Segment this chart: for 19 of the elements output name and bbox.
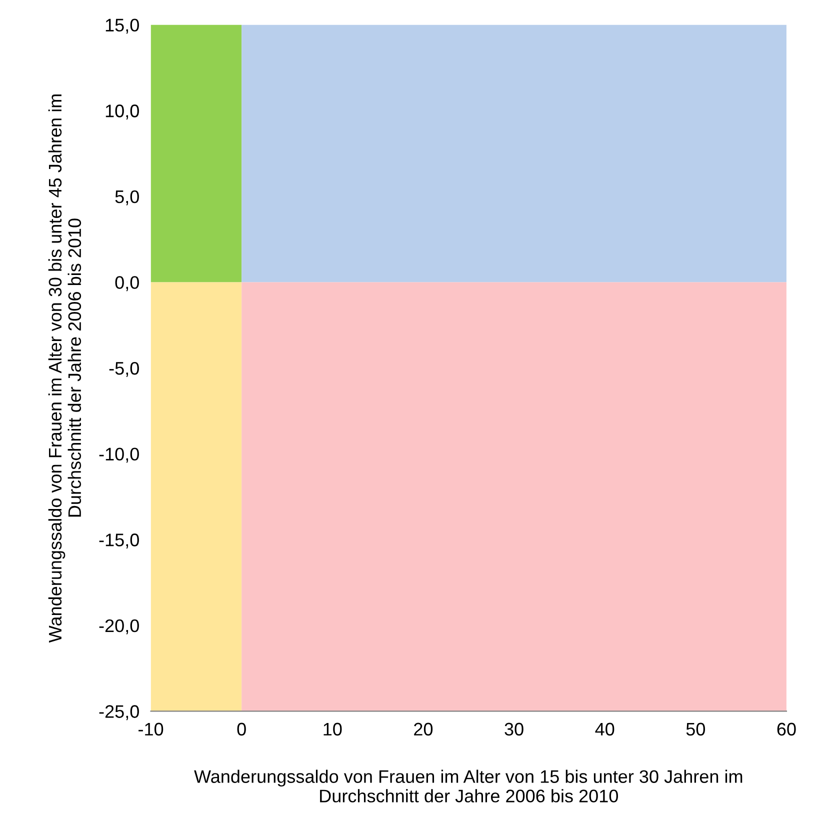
x-tick-label: 20	[414, 722, 433, 736]
y-tick-label: -5,0	[109, 362, 139, 377]
y-tick-label: -15,0	[99, 534, 139, 548]
y-tick-label: 5,0	[115, 190, 139, 206]
y-tick-label: 10,0	[106, 104, 139, 120]
x-tick-label: 0	[237, 722, 246, 736]
x-tick-label: -10	[138, 722, 164, 736]
x-tick-label: 30	[504, 722, 524, 736]
y-tick-label: 0,0	[115, 276, 139, 292]
x-tick-label: 40	[595, 722, 614, 736]
x-tick-label: 50	[686, 722, 705, 736]
x-axis-title: Wanderungssaldo von Frauen im Alter von 15 bis unter 30 Jahren im Durchschnitt der Jahre 2006 bis 2010	[194, 770, 742, 802]
x-tick-label: 60	[777, 722, 796, 736]
x-tick-label: 10	[324, 722, 342, 736]
y-tick-label: 15,0	[106, 18, 139, 34]
y-axis-title: Wanderungssaldo von Frauen im Alter von 30 bis unter 45 Jahren im Durchschnitt der Jahre 2006 bis 2010	[48, 94, 82, 643]
y-tick-label: -10,0	[99, 448, 139, 463]
y-tick-label: -25,0	[99, 705, 139, 720]
y-tick-label: -20,0	[99, 619, 139, 634]
